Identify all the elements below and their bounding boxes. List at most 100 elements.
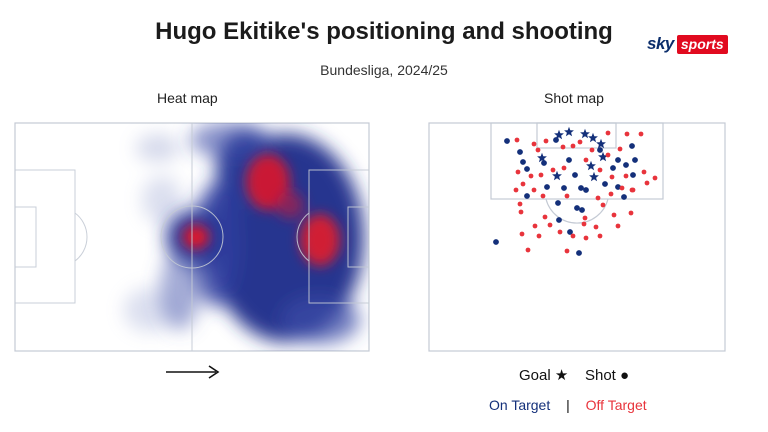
legend-off-target: Off Target — [585, 397, 647, 413]
shot-type-legend: Goal ★ Shot ● — [519, 366, 629, 384]
target-legend: On Target | Off Target — [489, 397, 647, 413]
on-target-shot-marker — [630, 172, 636, 178]
off-target-shot-marker — [577, 139, 583, 145]
heat-density — [124, 123, 364, 344]
off-target-shot-marker — [597, 233, 603, 239]
on-target-shot-marker — [602, 181, 608, 187]
off-target-shot-marker — [605, 130, 611, 136]
off-target-shot-marker — [519, 231, 525, 237]
dot-icon: ● — [620, 367, 630, 384]
sky-sports-logo: sky sports — [647, 34, 728, 54]
on-target-shot-marker — [579, 207, 585, 213]
on-target-shot-marker — [566, 157, 572, 163]
off-target-shot-marker — [515, 169, 521, 175]
heat-map-pitch — [14, 122, 370, 352]
on-target-shot-marker — [610, 165, 616, 171]
on-target-shot-marker — [541, 160, 547, 166]
off-target-shot-marker — [652, 175, 658, 181]
logo-sky-text: sky — [647, 34, 674, 53]
goal-marker — [580, 128, 590, 139]
goal-marker — [598, 151, 608, 162]
on-target-shot-marker — [597, 147, 603, 153]
on-target-shot-marker — [544, 184, 550, 190]
off-target-shot-marker — [561, 165, 567, 171]
off-target-shot-marker — [619, 185, 625, 191]
goal-marker — [564, 126, 574, 137]
off-target-shot-marker — [628, 210, 634, 216]
off-target-shot-marker — [638, 131, 644, 137]
off-target-shot-marker — [641, 169, 647, 175]
shot-map-pitch — [428, 122, 726, 352]
on-target-shot-marker — [556, 217, 562, 223]
off-target-shot-marker — [531, 141, 537, 147]
star-icon: ★ — [554, 367, 569, 384]
off-target-shot-marker — [583, 235, 589, 241]
shots-layer — [493, 126, 658, 256]
goal-marker — [586, 160, 596, 171]
off-target-shot-marker — [609, 174, 615, 180]
goal-marker — [554, 129, 564, 140]
on-target-shot-marker — [567, 229, 573, 235]
on-target-shot-marker — [572, 172, 578, 178]
off-target-shot-marker — [547, 222, 553, 228]
legend-separator: | — [566, 397, 570, 413]
off-target-shot-marker — [617, 146, 623, 152]
on-target-shot-marker — [578, 185, 584, 191]
off-target-shot-marker — [589, 147, 595, 153]
off-target-shot-marker — [623, 173, 629, 179]
off-target-shot-marker — [570, 143, 576, 149]
logo-sports-text: sports — [676, 34, 728, 54]
on-target-shot-marker — [576, 250, 582, 256]
off-target-shot-marker — [525, 247, 531, 253]
on-target-shot-marker — [623, 162, 629, 168]
off-target-shot-marker — [542, 214, 548, 220]
off-target-shot-marker — [581, 221, 587, 227]
off-target-shot-marker — [532, 223, 538, 229]
off-target-shot-marker — [570, 233, 576, 239]
off-target-shot-marker — [611, 212, 617, 218]
page-title: Hugo Ekitike's positioning and shooting — [155, 18, 613, 45]
off-target-shot-marker — [605, 152, 611, 158]
off-target-shot-marker — [595, 195, 601, 201]
on-target-shot-marker — [524, 193, 530, 199]
off-target-shot-marker — [608, 191, 614, 197]
off-target-shot-marker — [557, 229, 563, 235]
shot-map-label: Shot map — [544, 90, 604, 106]
off-target-shot-marker — [514, 137, 520, 143]
goal-marker — [596, 138, 606, 149]
off-target-shot-marker — [564, 248, 570, 254]
off-target-shot-marker — [593, 224, 599, 230]
goal-marker — [537, 152, 547, 163]
off-target-shot-marker — [644, 180, 650, 186]
off-target-shot-marker — [582, 215, 588, 221]
on-target-shot-marker — [621, 194, 627, 200]
on-target-shot-marker — [520, 159, 526, 165]
off-target-shot-marker — [538, 172, 544, 178]
off-target-shot-marker — [543, 138, 549, 144]
page-subtitle: Bundesliga, 2024/25 — [320, 62, 448, 78]
goal-marker — [588, 132, 598, 143]
on-target-shot-marker — [504, 138, 510, 144]
off-target-shot-marker — [560, 144, 566, 150]
off-target-shot-marker — [600, 202, 606, 208]
off-target-shot-marker — [630, 187, 636, 193]
on-target-shot-marker — [553, 137, 559, 143]
on-target-shot-marker — [583, 187, 589, 193]
on-target-shot-marker — [615, 184, 621, 190]
off-target-shot-marker — [518, 209, 524, 215]
on-target-shot-marker — [632, 157, 638, 163]
off-target-shot-marker — [536, 233, 542, 239]
heat-map-label: Heat map — [157, 90, 218, 106]
off-target-shot-marker — [564, 193, 570, 199]
attack-direction-arrow — [166, 365, 220, 379]
off-target-shot-marker — [583, 157, 589, 163]
on-target-shot-marker — [574, 205, 580, 211]
off-target-shot-marker — [528, 173, 534, 179]
off-target-shot-marker — [517, 201, 523, 207]
off-target-shot-marker — [531, 187, 537, 193]
on-target-shot-marker — [561, 185, 567, 191]
on-target-shot-marker — [629, 143, 635, 149]
legend-goal-label: Goal — [519, 367, 551, 384]
goal-marker — [589, 171, 599, 182]
